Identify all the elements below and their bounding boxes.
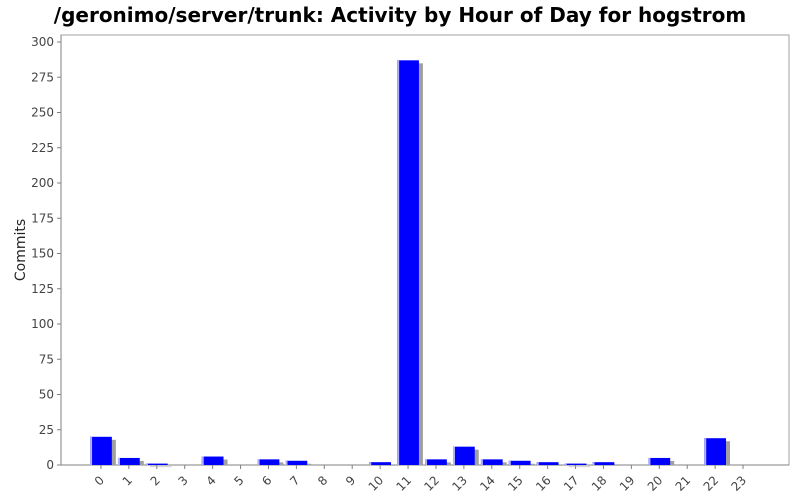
bar-highlight <box>592 462 595 465</box>
bar-highlight <box>369 462 372 465</box>
y-tick-label: 175 <box>31 211 54 225</box>
x-tick-label: 1 <box>120 473 135 488</box>
x-tick-label: 20 <box>645 473 666 494</box>
x-tick-label: 4 <box>203 473 218 488</box>
bar <box>285 460 308 465</box>
bar-highlight <box>285 460 288 465</box>
x-tick-label: 16 <box>533 473 554 494</box>
bar <box>90 436 112 465</box>
chart-title: /geronimo/server/trunk: Activity by Hour… <box>53 3 747 27</box>
bar-highlight <box>648 457 651 465</box>
x-tick-label: 21 <box>673 473 694 494</box>
x-tick-label: 0 <box>92 473 107 488</box>
bar <box>508 460 531 465</box>
y-tick-label: 250 <box>31 106 54 120</box>
bar-highlight <box>117 457 120 465</box>
bar-shadow <box>540 465 563 466</box>
x-axis: 0 1 2 3 4 5 6 7 8 9 10 11 12 13 14 15 16 17 18 19 20 21 22 23 <box>61 464 789 494</box>
bars <box>90 60 731 468</box>
bar-highlight <box>425 459 428 465</box>
bar <box>592 462 615 465</box>
bar <box>452 446 475 465</box>
x-tick-label: 5 <box>231 473 246 488</box>
bar-highlight <box>508 460 511 465</box>
bar <box>201 456 224 465</box>
bar-shadow <box>568 466 591 468</box>
bar-shadow <box>149 466 172 468</box>
x-tick-label: 14 <box>477 473 498 494</box>
bar <box>564 463 587 465</box>
bar <box>536 462 559 465</box>
x-tick-label: 19 <box>617 473 638 494</box>
bar <box>117 457 140 465</box>
y-tick-label: 25 <box>39 423 54 437</box>
y-tick-label: 75 <box>39 352 54 366</box>
x-tick-label: 22 <box>701 473 722 494</box>
x-tick-label: 17 <box>561 473 582 494</box>
x-tick-label: 12 <box>421 473 442 494</box>
bar-highlight <box>536 462 539 465</box>
plot-area <box>60 34 790 466</box>
x-tick-label: 3 <box>176 473 191 488</box>
x-tick-label: 2 <box>148 473 163 488</box>
bar <box>257 459 280 465</box>
bar <box>369 462 392 465</box>
bar-shadow <box>373 465 396 466</box>
x-tick-label: 8 <box>315 473 330 488</box>
bar <box>480 459 503 465</box>
bar-highlight <box>704 438 707 465</box>
bar <box>397 60 419 466</box>
bar-highlight <box>257 459 260 465</box>
y-axis: 0 25 50 75 100 125 150 175 200 225 250 275 300 <box>31 35 62 472</box>
bar-highlight <box>397 60 400 466</box>
x-tick-label: 6 <box>259 473 274 488</box>
bar-highlight <box>145 463 148 465</box>
bar-highlight <box>90 436 93 465</box>
bar-highlight <box>452 446 455 465</box>
x-tick-label: 11 <box>393 473 414 494</box>
bar <box>145 463 168 465</box>
y-tick-label: 200 <box>31 176 54 190</box>
y-tick-label: 0 <box>46 458 54 472</box>
y-tick-label: 225 <box>31 141 54 155</box>
x-tick-label: 7 <box>287 473 302 488</box>
bar <box>425 459 447 465</box>
bar-highlight <box>480 459 483 465</box>
x-tick-label: 9 <box>343 473 358 488</box>
bar-shadow <box>596 465 619 466</box>
bar <box>648 457 671 465</box>
bar-highlight <box>201 456 204 465</box>
y-tick-label: 100 <box>31 317 54 331</box>
bar <box>704 438 727 465</box>
y-tick-label: 300 <box>31 35 54 49</box>
y-tick-label: 125 <box>31 282 54 296</box>
y-axis-label: Commits <box>13 219 29 281</box>
x-tick-label: 13 <box>449 473 470 494</box>
bar-highlight <box>564 463 567 465</box>
y-tick-label: 50 <box>39 388 54 402</box>
x-tick-label: 23 <box>728 473 749 494</box>
x-tick-label: 18 <box>589 473 610 494</box>
y-tick-label: 275 <box>31 70 54 84</box>
x-tick-label: 10 <box>366 473 387 494</box>
y-tick-label: 150 <box>31 247 54 261</box>
x-tick-label: 15 <box>505 473 526 494</box>
